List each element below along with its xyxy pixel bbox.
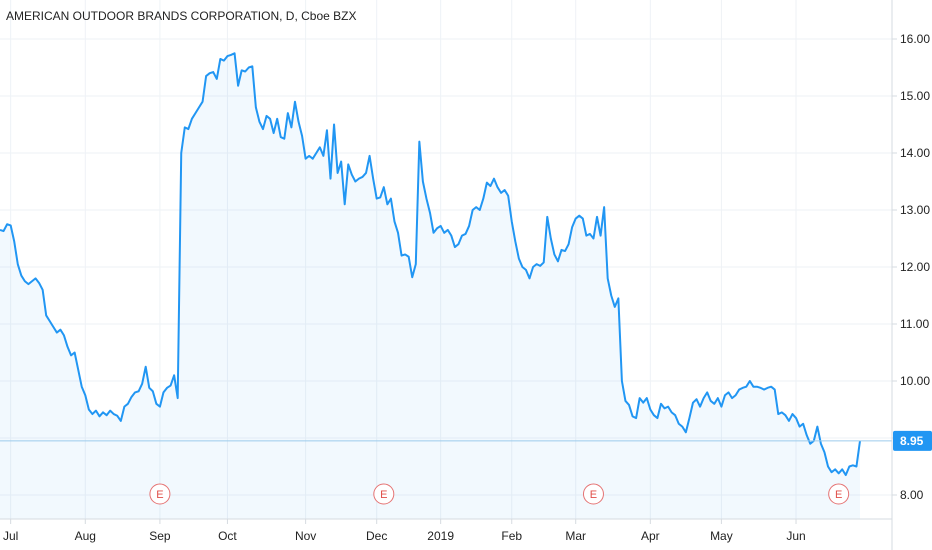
price-area-fill — [0, 53, 860, 519]
x-tick-label: Dec — [366, 529, 387, 543]
x-tick-label: May — [710, 529, 733, 543]
y-tick-label: 14.00 — [900, 146, 930, 160]
time-axis[interactable]: Jul Aug Sep Oct Nov Dec 2019 Feb Mar Apr May Jun — [3, 519, 806, 543]
grid — [0, 0, 892, 519]
x-tick-label: Jun — [786, 529, 805, 543]
x-tick-label: Mar — [565, 529, 586, 543]
last-price-label: 8.95 — [900, 434, 924, 448]
x-tick-label: 2019 — [427, 529, 454, 543]
x-tick-label: Jul — [3, 529, 18, 543]
earnings-marker-label: E — [380, 489, 387, 501]
earnings-marker-label: E — [835, 489, 842, 501]
x-tick-label: Aug — [75, 529, 96, 543]
earnings-marker[interactable] — [582, 483, 604, 505]
earnings-marker[interactable] — [149, 483, 171, 505]
y-tick-label: 8.00 — [900, 488, 924, 502]
y-tick-label: 16.00 — [900, 32, 930, 46]
y-tick-label: 15.00 — [900, 89, 930, 103]
y-tick-label: 13.00 — [900, 203, 930, 217]
y-tick-label: 11.00 — [900, 317, 929, 331]
price-line[interactable] — [0, 52, 861, 477]
x-tick-label: Apr — [641, 529, 660, 543]
x-tick-label: Sep — [149, 529, 171, 543]
last-price-badge: 8.95 — [893, 430, 932, 451]
x-tick-label: Feb — [501, 529, 522, 543]
y-tick-label: 10.00 — [900, 374, 930, 388]
earnings-marker[interactable] — [828, 483, 850, 505]
earnings-marker[interactable] — [373, 483, 395, 505]
last-price-badge-box — [893, 430, 932, 451]
earnings-marker-label: E — [590, 489, 597, 501]
x-tick-label: Oct — [218, 529, 237, 543]
earnings-marker-label: E — [156, 489, 163, 501]
x-tick-label: Nov — [295, 529, 316, 543]
chart-title: AMERICAN OUTDOOR BRANDS CORPORATION, D, … — [6, 9, 357, 23]
y-tick-label: 12.00 — [900, 260, 930, 274]
